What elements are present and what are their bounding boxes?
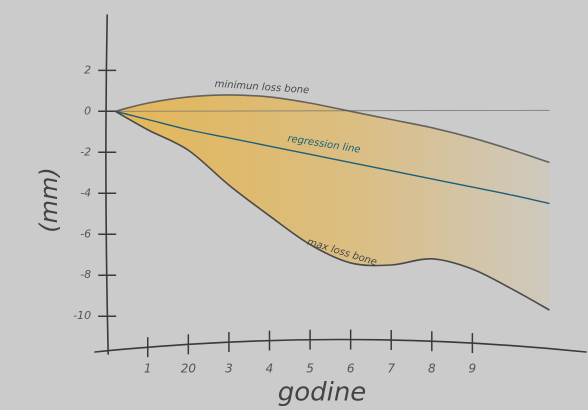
series-annotation: minimun loss bone <box>214 79 309 97</box>
x-tick-label: 6 <box>347 362 355 376</box>
x-tick-label: 1 <box>144 362 152 376</box>
y-tick-label: -6 <box>80 227 91 240</box>
x-axis-label: godine <box>278 378 367 408</box>
y-axis <box>105 14 109 355</box>
x-tick-label: 7 <box>387 362 395 376</box>
y-axis-label: (mm) <box>35 167 63 232</box>
y-tick-label: -8 <box>80 268 91 281</box>
x-tick-label: 8 <box>428 362 436 376</box>
y-tick-label: 2 <box>84 63 91 76</box>
x-tick-label: 9 <box>469 362 477 376</box>
x-tick-label: 3 <box>225 362 233 376</box>
x-tick-label: 4 <box>266 362 274 376</box>
y-tick-label: -2 <box>80 145 91 158</box>
series-line <box>115 110 550 205</box>
series-line <box>114 110 550 311</box>
y-tick-label: -4 <box>80 186 91 199</box>
y-tick-label: 0 <box>84 104 91 117</box>
series-line <box>115 94 550 164</box>
x-tick-label: 5 <box>306 362 314 376</box>
x-axis <box>94 338 587 353</box>
fan-band <box>115 94 550 311</box>
zero-line <box>107 109 550 112</box>
x-tick-label: 20 <box>181 362 197 376</box>
y-tick-label: -10 <box>73 309 91 322</box>
